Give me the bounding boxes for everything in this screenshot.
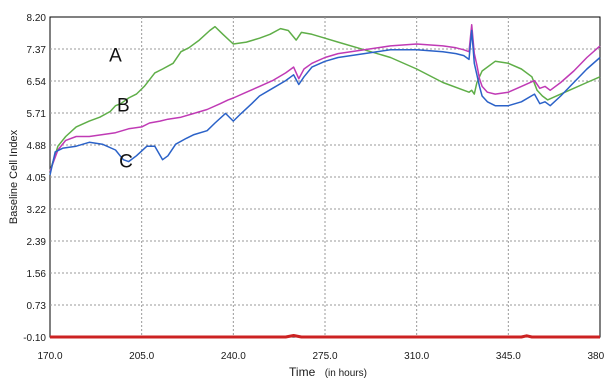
x-tick-label: 380.0: [587, 351, 605, 362]
tick-labels: 170.0 205.0 240.0 275.0 310.0 345.0 380.0 -0.10…: [23, 13, 605, 362]
y-tick-label: 5.71: [27, 109, 47, 120]
y-tick-label: 3.22: [27, 205, 47, 216]
x-tick-label: 345.0: [496, 351, 521, 362]
y-tick-label: 1.56: [27, 269, 47, 280]
series-line-A: [49, 25, 601, 172]
series-line-B: [49, 23, 601, 172]
series-annotation-b: B: [117, 95, 130, 116]
series-annotation-c: C: [119, 151, 133, 172]
x-tick-label: 240.0: [221, 351, 246, 362]
x-tick-label: 275.0: [312, 351, 337, 362]
x-axis-label-main: Time: [289, 365, 316, 379]
series-line-baseline: [50, 334, 600, 339]
y-tick-label: 4.88: [27, 141, 47, 152]
y-tick-label: 0.73: [27, 301, 47, 312]
series-line-C: [49, 29, 601, 176]
y-tick-label: 8.20: [27, 13, 47, 24]
x-tick-label: 170.0: [37, 351, 62, 362]
y-axis-label: Baseline Cell Index: [8, 129, 20, 224]
annotations: A B C: [109, 45, 133, 172]
y-tick-label: 7.37: [27, 45, 47, 56]
y-tick-label: 6.54: [27, 77, 47, 88]
y-tick-label: 4.05: [27, 173, 47, 184]
x-tick-label: 310.0: [404, 351, 429, 362]
y-tick-label: 2.39: [27, 237, 47, 248]
gridlines: [50, 17, 600, 337]
series-group: [49, 23, 601, 339]
y-tick-label: -0.10: [23, 333, 46, 344]
x-tick-label: 205.0: [129, 351, 154, 362]
series-annotation-a: A: [109, 45, 122, 66]
x-axis-label-unit: (in hours): [325, 368, 367, 379]
x-axis-label: Time (in hours): [289, 363, 367, 380]
